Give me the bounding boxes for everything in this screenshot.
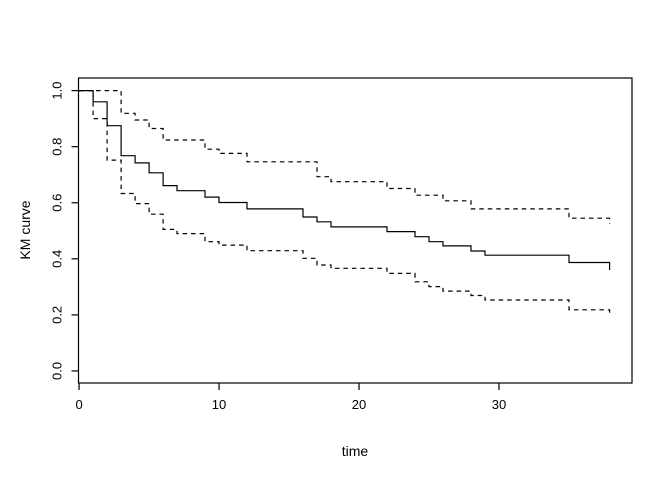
x-tick-label: 30 <box>492 397 506 412</box>
x-tick-label: 10 <box>212 397 226 412</box>
x-axis-title: time <box>341 443 369 459</box>
y-tick-label: 0.6 <box>50 194 65 212</box>
y-tick-label: 0.8 <box>50 138 65 156</box>
y-tick-label: 1.0 <box>50 82 65 100</box>
lower-ci-line <box>79 90 611 315</box>
km-estimate-line <box>79 90 611 270</box>
y-tick-label: 0.2 <box>50 306 65 324</box>
upper-ci-line <box>79 90 611 224</box>
y-axis-title: KM curve <box>17 200 33 260</box>
y-tick-label: 0.0 <box>50 362 65 380</box>
x-tick-label: 20 <box>352 397 366 412</box>
y-tick-label: 0.4 <box>50 250 65 268</box>
plot-border <box>77 77 633 384</box>
x-tick-label: 0 <box>75 397 82 412</box>
